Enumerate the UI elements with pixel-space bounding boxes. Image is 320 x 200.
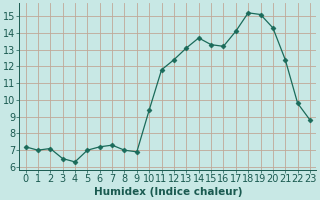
X-axis label: Humidex (Indice chaleur): Humidex (Indice chaleur) [93,187,242,197]
